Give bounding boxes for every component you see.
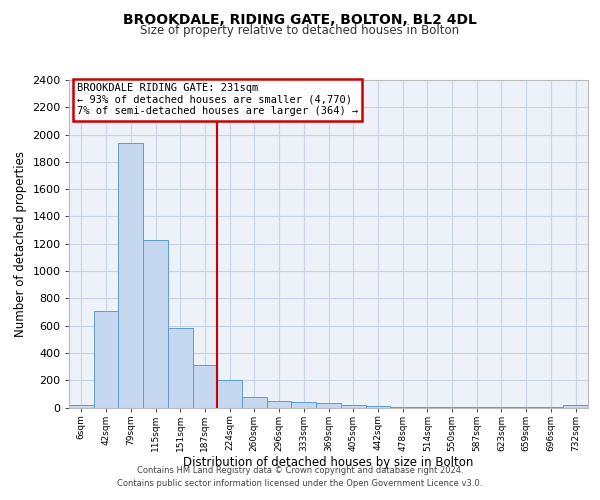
Bar	[118, 143, 143, 407]
Text: Size of property relative to detached houses in Bolton: Size of property relative to detached ho…	[140, 24, 460, 37]
Bar	[341, 406, 365, 407]
Text: BROOKDALE RIDING GATE: 231sqm
← 93% of detached houses are smaller (4,770)
7% of: BROOKDALE RIDING GATE: 231sqm ← 93% of d…	[77, 84, 358, 116]
Bar	[415, 407, 440, 408]
Bar	[316, 404, 341, 407]
Bar	[143, 240, 168, 408]
Bar	[539, 407, 563, 408]
Text: BROOKDALE, RIDING GATE, BOLTON, BL2 4DL: BROOKDALE, RIDING GATE, BOLTON, BL2 4DL	[123, 12, 477, 26]
Y-axis label: Number of detached properties: Number of detached properties	[14, 151, 27, 337]
Bar	[168, 328, 193, 407]
Bar	[365, 406, 390, 407]
Bar	[193, 365, 217, 408]
Bar	[489, 407, 514, 408]
Bar	[563, 405, 588, 407]
Bar	[440, 407, 464, 408]
Bar	[390, 407, 415, 408]
Bar	[69, 405, 94, 407]
Bar	[217, 380, 242, 407]
Bar	[514, 407, 539, 408]
Text: Contains HM Land Registry data © Crown copyright and database right 2024.
Contai: Contains HM Land Registry data © Crown c…	[118, 466, 482, 487]
Bar	[464, 407, 489, 408]
Bar	[267, 400, 292, 407]
Bar	[292, 402, 316, 407]
Bar	[94, 310, 118, 408]
Bar	[242, 396, 267, 407]
X-axis label: Distribution of detached houses by size in Bolton: Distribution of detached houses by size …	[184, 456, 473, 469]
